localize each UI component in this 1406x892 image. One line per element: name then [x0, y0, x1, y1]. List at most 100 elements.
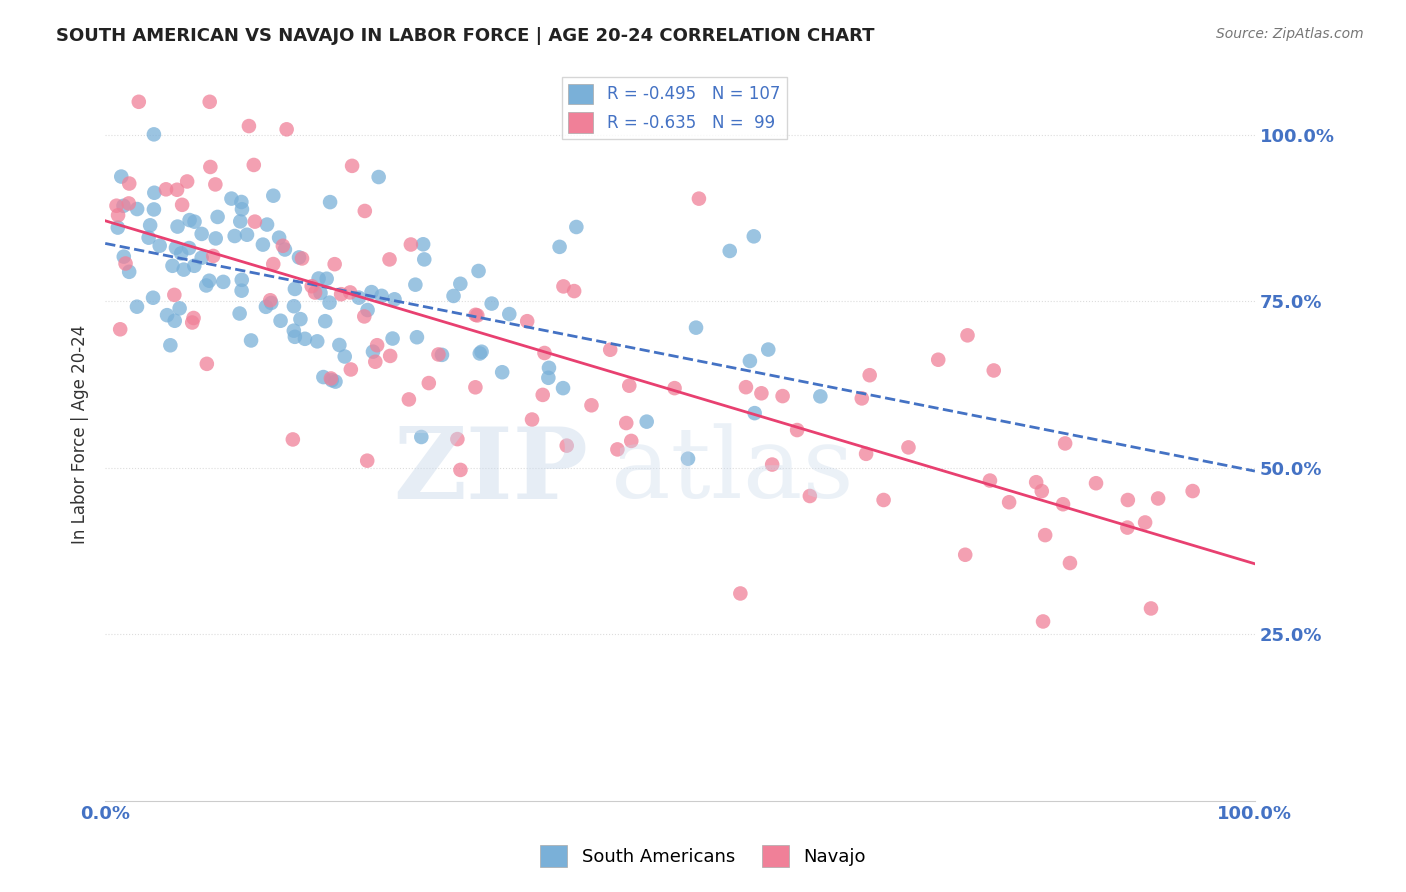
Point [328, 338, 350, 352]
Point [498, 307, 520, 321]
Point [283, 299, 305, 313]
Point [155, 182, 177, 196]
Point [427, 347, 450, 361]
Point [176, 174, 198, 188]
Point [520, 412, 543, 426]
Point [449, 277, 471, 291]
Point [751, 386, 773, 401]
Point [446, 432, 468, 446]
Point [465, 309, 488, 323]
Point [619, 378, 641, 392]
Point [468, 346, 491, 360]
Point [231, 273, 253, 287]
Point [471, 344, 494, 359]
Point [269, 230, 291, 244]
Point [413, 252, 436, 267]
Point [360, 285, 382, 299]
Point [516, 314, 538, 328]
Point [979, 474, 1001, 488]
Point [231, 202, 253, 217]
Point [163, 288, 186, 302]
Point [772, 389, 794, 403]
Point [953, 548, 976, 562]
Text: ZIP: ZIP [394, 423, 588, 520]
Point [786, 423, 808, 437]
Point [1181, 484, 1204, 499]
Point [166, 183, 188, 197]
Point [183, 310, 205, 325]
Point [204, 178, 226, 192]
Point [229, 214, 252, 228]
Point [562, 284, 585, 298]
Point [290, 312, 312, 326]
Point [531, 388, 554, 402]
Point [340, 362, 363, 376]
Point [304, 285, 326, 300]
Point [200, 160, 222, 174]
Point [799, 489, 821, 503]
Point [1085, 476, 1108, 491]
Point [231, 194, 253, 209]
Point [162, 259, 184, 273]
Point [599, 343, 621, 357]
Point [364, 355, 387, 369]
Point [339, 285, 361, 300]
Point [333, 350, 356, 364]
Point [481, 296, 503, 310]
Point [183, 259, 205, 273]
Point [281, 433, 304, 447]
Point [198, 95, 221, 109]
Point [756, 343, 779, 357]
Point [198, 274, 221, 288]
Point [983, 363, 1005, 377]
Point [127, 202, 149, 216]
Point [181, 316, 204, 330]
Point [195, 357, 218, 371]
Point [464, 380, 486, 394]
Point [238, 119, 260, 133]
Point [676, 451, 699, 466]
Point [553, 279, 575, 293]
Point [897, 441, 920, 455]
Point [356, 453, 378, 467]
Point [685, 320, 707, 334]
Point [688, 192, 710, 206]
Point [872, 493, 894, 508]
Point [228, 306, 250, 320]
Point [353, 310, 375, 324]
Point [243, 158, 266, 172]
Point [808, 389, 831, 403]
Point [159, 338, 181, 352]
Point [718, 244, 741, 258]
Point [381, 332, 404, 346]
Point [859, 368, 882, 383]
Point [1133, 516, 1156, 530]
Point [231, 284, 253, 298]
Point [301, 279, 323, 293]
Point [139, 219, 162, 233]
Point [361, 344, 384, 359]
Point [252, 237, 274, 252]
Point [156, 308, 179, 322]
Point [1140, 601, 1163, 615]
Point [114, 256, 136, 270]
Point [664, 381, 686, 395]
Point [318, 295, 340, 310]
Point [537, 371, 560, 385]
Point [855, 447, 877, 461]
Point [165, 241, 187, 255]
Point [236, 227, 259, 242]
Point [276, 122, 298, 136]
Point [270, 314, 292, 328]
Point [221, 192, 243, 206]
Text: Source: ZipAtlas.com: Source: ZipAtlas.com [1216, 27, 1364, 41]
Point [491, 365, 513, 379]
Point [356, 303, 378, 318]
Point [149, 238, 172, 252]
Point [620, 434, 643, 448]
Point [204, 231, 226, 245]
Point [224, 229, 246, 244]
Point [183, 215, 205, 229]
Point [367, 169, 389, 184]
Point [118, 265, 141, 279]
